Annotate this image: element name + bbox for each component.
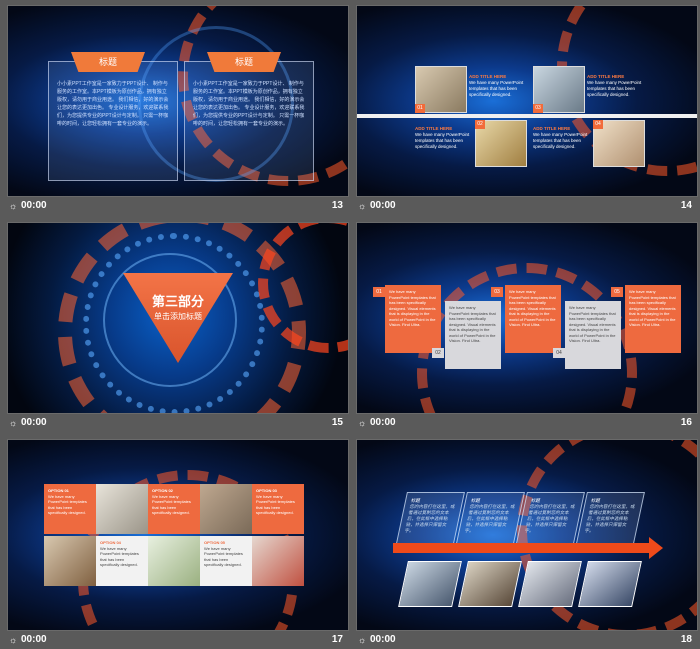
slide-footer: ☼ 00:00 15 [7,414,347,432]
step-number: 03 [491,287,503,297]
step-card: We have many PowerPoint templates that h… [445,301,501,369]
clock-icon: ☼ [358,418,367,428]
panel-title: 标题 [71,52,145,72]
slide-number: 15 [331,417,343,428]
photo-businessman [96,484,148,534]
slide-thumbnail-13[interactable]: 标题 小小素PPT工作室是一家致力于PPT设计、 制作与服务的工作室。本PPT模… [7,5,349,215]
option-cell: OPTION 02 We have many PowerPoint templat… [148,484,200,534]
caption: ADD TITLE HERE We have many PowerPoint te… [415,126,470,149]
timeline-arrow [393,543,651,553]
photo-office [458,561,522,607]
section-title: 第三部分 [151,294,204,309]
photo-pier [200,484,252,534]
photo-plant [148,536,200,586]
option-cell: OPTION 03 We have many PowerPoint templat… [252,484,304,534]
option-cell: OPTION 04 We have many PowerPoint templat… [96,536,148,586]
slide-14-canvas: 01 ADD TITLE HERE We have many PowerPoint… [356,5,698,197]
slide-number: 18 [680,634,692,645]
slide-footer: ☼ 00:00 14 [356,197,696,215]
step-card: We have many PowerPoint templates that h… [625,285,681,353]
step-panel: 标题 您的内容打在这里，或者通过复制您的文本后，在此框中选择粘贴，并选择只保留文字… [455,492,525,548]
slide-number: 16 [680,417,692,428]
clock-icon: ☼ [9,201,18,211]
panel-body: 小小素PPT工作室是一家致力于PPT设计、 制作与服务的工作室。本PPT模板为原… [57,81,169,127]
step-number: 05 [611,287,623,297]
photo-colleagues [578,561,642,607]
slide-number: 14 [680,200,692,211]
clock-icon: ☼ [358,201,367,211]
step-card: We have many PowerPoint templates that h… [385,285,441,353]
step-panel: 标题 您的内容打在这里，或者通过复制您的文本后，在此框中选择粘贴，并选择只保留文字… [515,492,585,548]
slide-time: 00:00 [21,634,47,645]
slide-thumbnail-14[interactable]: 01 ADD TITLE HERE We have many PowerPoint… [356,5,698,215]
slide-thumbnail-17[interactable]: OPTION 01 We have many PowerPoint templat… [7,439,349,649]
step-number: 02 [432,348,444,358]
step-panel: 标题 您的内容打在这里，或者通过复制您的文本后，在此框中选择粘贴，并选择只保留文字… [395,492,465,548]
panel-body: 小小素PPT工作室是一家致力于PPT设计、 制作与服务的工作室。本PPT模板为原… [193,81,305,127]
slide-thumbnail-15[interactable]: 第三部分 单击添加标题 ☼ 00:00 15 [7,222,349,432]
slide-16-canvas: We have many PowerPoint templates that h… [356,222,698,414]
slide-17-canvas: OPTION 01 We have many PowerPoint templat… [7,439,349,631]
clock-icon: ☼ [9,635,18,645]
clock-icon: ☼ [358,635,367,645]
slide-time: 00:00 [370,417,396,428]
number-tag: 02 [475,120,485,129]
slide-time: 00:00 [21,417,47,428]
clock-icon: ☼ [9,418,18,428]
photo-team-meeting [398,561,462,607]
number-tag: 04 [593,120,603,129]
slide-footer: ☼ 00:00 18 [356,631,696,649]
step-panel: 标题 您的内容打在这里，或者通过复制您的文本后，在此框中选择粘贴，并选择只保留文字… [575,492,645,548]
caption: ADD TITLE HERE We have many PowerPoint te… [587,74,642,97]
caption: ADD TITLE HERE We have many PowerPoint te… [469,74,524,97]
slide-time: 00:00 [370,200,396,211]
slide-time: 00:00 [370,634,396,645]
number-tag: 03 [533,104,543,113]
photo-red-paper [252,536,304,586]
option-cell: OPTION 01 We have many PowerPoint templat… [44,484,96,534]
caption: ADD TITLE HERE We have many PowerPoint te… [533,126,588,149]
step-card: We have many PowerPoint templates that h… [565,301,621,369]
panel-title: 标题 [207,52,281,72]
slide-15-canvas: 第三部分 单击添加标题 [7,222,349,414]
slide-footer: ☼ 00:00 13 [7,197,347,215]
text-panel-2: 标题 小小素PPT工作室是一家致力于PPT设计、 制作与服务的工作室。本PPT模… [184,52,314,181]
text-panel-1: 标题 小小素PPT工作室是一家致力于PPT设计、 制作与服务的工作室。本PPT模… [48,52,178,181]
number-tag: 01 [415,104,425,113]
section-subtitle: 单击添加标题 [154,312,202,321]
option-cell: OPTION 05 We have many PowerPoint templat… [200,536,252,586]
photo-wooden-plane [44,536,96,586]
slide-number: 13 [331,200,343,211]
slide-footer: ☼ 00:00 17 [7,631,347,649]
slide-time: 00:00 [21,200,47,211]
step-number: 01 [373,287,385,297]
slide-thumbnail-16[interactable]: We have many PowerPoint templates that h… [356,222,698,432]
slide-thumbnail-18[interactable]: 标题 您的内容打在这里，或者通过复制您的文本后，在此框中选择粘贴，并选择只保留文字… [356,439,698,649]
step-card: We have many PowerPoint templates that h… [505,285,561,353]
arrow-head-icon [649,537,663,559]
slide-13-canvas: 标题 小小素PPT工作室是一家致力于PPT设计、 制作与服务的工作室。本PPT模… [7,5,349,197]
slide-footer: ☼ 00:00 16 [356,414,696,432]
step-number: 04 [553,348,565,358]
slide-number: 17 [331,634,343,645]
slide-18-canvas: 标题 您的内容打在这里，或者通过复制您的文本后，在此框中选择粘贴，并选择只保留文字… [356,439,698,631]
photo-group [518,561,582,607]
